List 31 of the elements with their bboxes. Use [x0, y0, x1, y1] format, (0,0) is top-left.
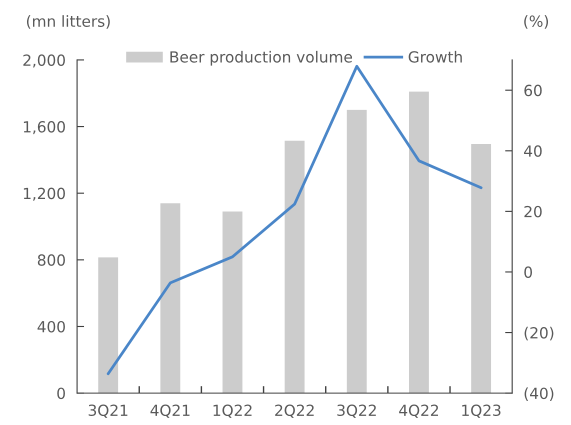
y2-axis-title: (%) [524, 15, 548, 29]
x-tick-label: 4Q21 [150, 404, 190, 418]
y-tick-label: 400 [38, 320, 65, 333]
x-tick-label: 3Q22 [337, 404, 376, 418]
x-tick-label: 2Q22 [275, 404, 314, 418]
x-tick-label: 3Q21 [88, 404, 128, 418]
y-tick-label: 0 [57, 388, 65, 400]
x-tick-label: 1Q22 [214, 404, 252, 418]
y-tick-label: 2,000 [23, 54, 65, 68]
y-tick-label: 1,600 [24, 121, 65, 134]
y-axis-title: (mn litters) [26, 15, 110, 29]
bar [409, 92, 429, 394]
legend-label: Growth [408, 50, 462, 63]
y2-tick-label: 40 [524, 145, 542, 157]
y-tick-label: 800 [38, 254, 65, 266]
x-tick-label: 1Q23 [462, 404, 500, 418]
y-tick-label: 1,200 [24, 188, 65, 201]
line-series [106, 64, 482, 376]
bar [284, 140, 305, 394]
bar [346, 110, 367, 394]
y2-tick-label: 20 [524, 206, 542, 218]
y2-tick-label: 0 [524, 266, 532, 278]
legend-label: Beer production volume [170, 50, 352, 66]
bar [222, 212, 242, 394]
y2-tick-label: (40) [524, 387, 554, 401]
y2-tick-label: (20) [524, 326, 554, 340]
y2-tick-label: 60 [524, 84, 542, 96]
bar [160, 203, 180, 394]
x-tick-label: 4Q22 [399, 404, 438, 418]
bar [98, 257, 118, 394]
bar [471, 144, 492, 394]
